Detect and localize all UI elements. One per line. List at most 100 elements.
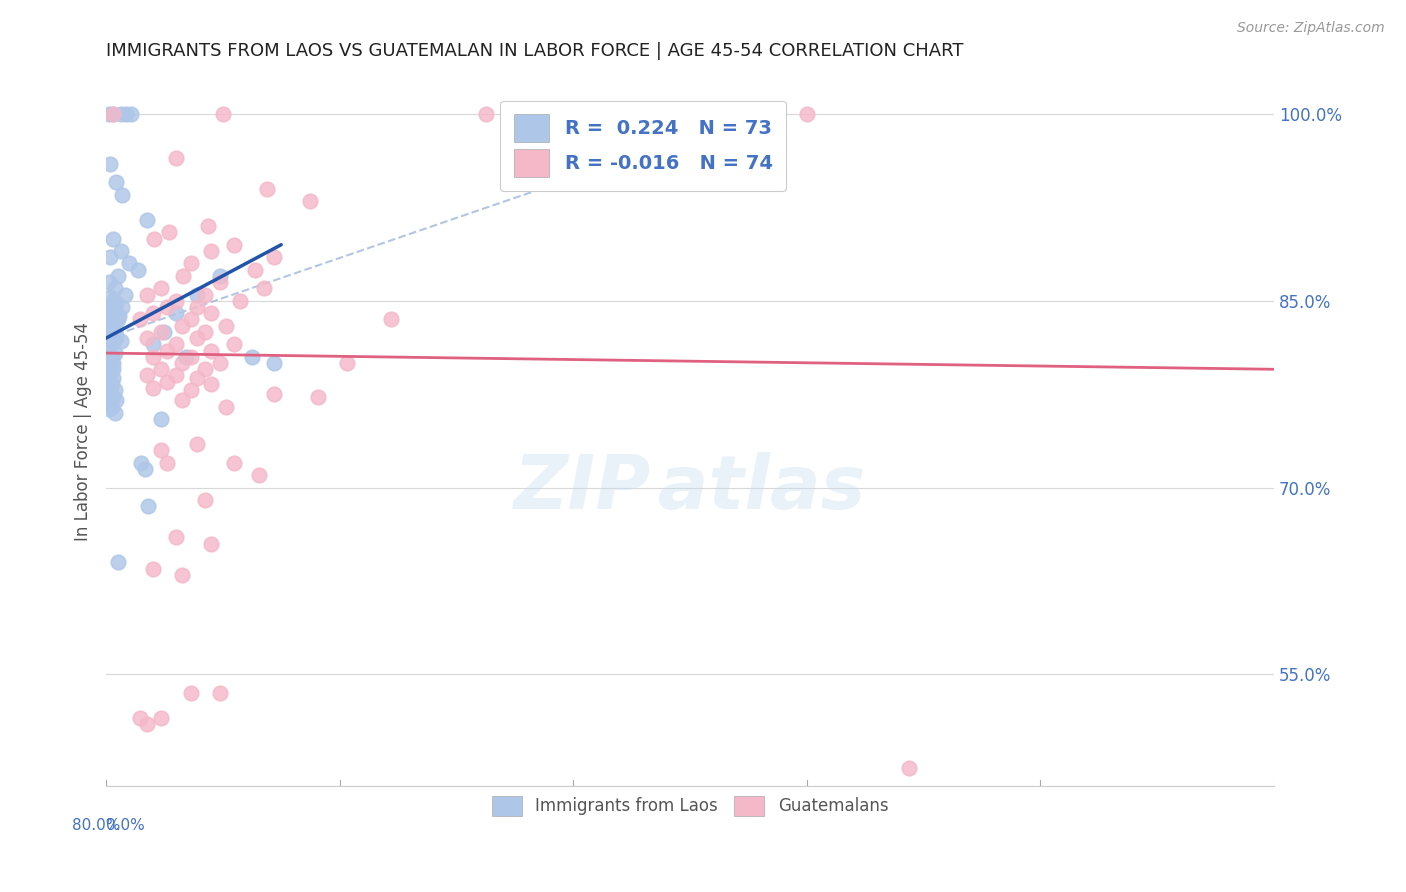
- Point: [229, 293, 252, 308]
- Text: IMMIGRANTS FROM LAOS VS GUATEMALAN IN LABOR FORCE | AGE 45-54 CORRELATION CHART: IMMIGRANTS FROM LAOS VS GUATEMALAN IN LA…: [105, 42, 963, 60]
- Point: [243, 262, 266, 277]
- Point: [180, 350, 202, 364]
- Point: [115, 107, 138, 121]
- Point: [186, 331, 208, 345]
- Point: [200, 536, 222, 550]
- Point: [97, 368, 120, 383]
- Point: [100, 321, 122, 335]
- Point: [150, 412, 173, 426]
- Point: [103, 362, 125, 376]
- Point: [97, 340, 120, 354]
- Point: [336, 356, 359, 370]
- Point: [105, 176, 128, 190]
- Point: [247, 468, 270, 483]
- Point: [796, 107, 818, 121]
- Point: [104, 327, 127, 342]
- Point: [135, 331, 157, 345]
- Point: [110, 334, 132, 348]
- Point: [208, 686, 231, 700]
- Point: [135, 287, 157, 301]
- Point: [100, 157, 122, 171]
- Point: [101, 306, 124, 320]
- Text: 0.0%: 0.0%: [105, 819, 145, 833]
- Point: [208, 275, 231, 289]
- Point: [96, 343, 118, 358]
- Point: [135, 212, 157, 227]
- Point: [165, 293, 187, 308]
- Point: [256, 182, 278, 196]
- Point: [194, 493, 217, 508]
- Point: [103, 231, 125, 245]
- Point: [150, 711, 173, 725]
- Point: [97, 402, 120, 417]
- Point: [150, 443, 173, 458]
- Point: [100, 250, 122, 264]
- Point: [97, 375, 120, 389]
- Point: [143, 231, 166, 245]
- Point: [114, 287, 136, 301]
- Point: [100, 396, 122, 410]
- Point: [129, 456, 152, 470]
- Point: [101, 325, 124, 339]
- Point: [180, 686, 202, 700]
- Point: [165, 151, 187, 165]
- Point: [97, 387, 120, 401]
- Point: [165, 306, 187, 320]
- Point: [211, 107, 233, 121]
- Point: [100, 352, 122, 367]
- Point: [150, 362, 173, 376]
- Point: [97, 315, 120, 329]
- Point: [127, 262, 149, 277]
- Point: [200, 244, 222, 258]
- Point: [135, 717, 157, 731]
- Point: [118, 256, 141, 270]
- Point: [307, 390, 329, 404]
- Point: [110, 244, 132, 258]
- Point: [120, 107, 142, 121]
- Point: [111, 188, 134, 202]
- Point: [103, 107, 125, 121]
- Point: [224, 337, 246, 351]
- Point: [142, 561, 165, 575]
- Point: [170, 356, 193, 370]
- Point: [380, 312, 402, 326]
- Point: [165, 368, 187, 383]
- Point: [194, 325, 217, 339]
- Point: [215, 400, 238, 414]
- Point: [208, 268, 231, 283]
- Point: [200, 377, 222, 392]
- Legend: Immigrants from Laos, Guatemalans: Immigrants from Laos, Guatemalans: [484, 788, 897, 824]
- Point: [142, 381, 165, 395]
- Point: [263, 387, 285, 401]
- Point: [100, 337, 122, 351]
- Point: [107, 268, 129, 283]
- Point: [96, 300, 118, 314]
- Point: [897, 761, 920, 775]
- Point: [208, 356, 231, 370]
- Point: [200, 306, 222, 320]
- Point: [110, 107, 132, 121]
- Point: [142, 306, 165, 320]
- Point: [170, 393, 193, 408]
- Point: [194, 362, 217, 376]
- Point: [174, 350, 197, 364]
- Point: [104, 346, 127, 360]
- Point: [107, 555, 129, 569]
- Point: [103, 390, 125, 404]
- Point: [180, 256, 202, 270]
- Point: [142, 350, 165, 364]
- Point: [97, 107, 120, 121]
- Point: [105, 331, 128, 345]
- Point: [263, 250, 285, 264]
- Point: [186, 300, 208, 314]
- Point: [165, 530, 187, 544]
- Point: [128, 312, 150, 326]
- Point: [104, 281, 127, 295]
- Point: [101, 359, 124, 373]
- Point: [194, 287, 217, 301]
- Point: [128, 711, 150, 725]
- Point: [180, 312, 202, 326]
- Text: Source: ZipAtlas.com: Source: ZipAtlas.com: [1237, 21, 1385, 35]
- Point: [156, 300, 179, 314]
- Point: [197, 219, 219, 233]
